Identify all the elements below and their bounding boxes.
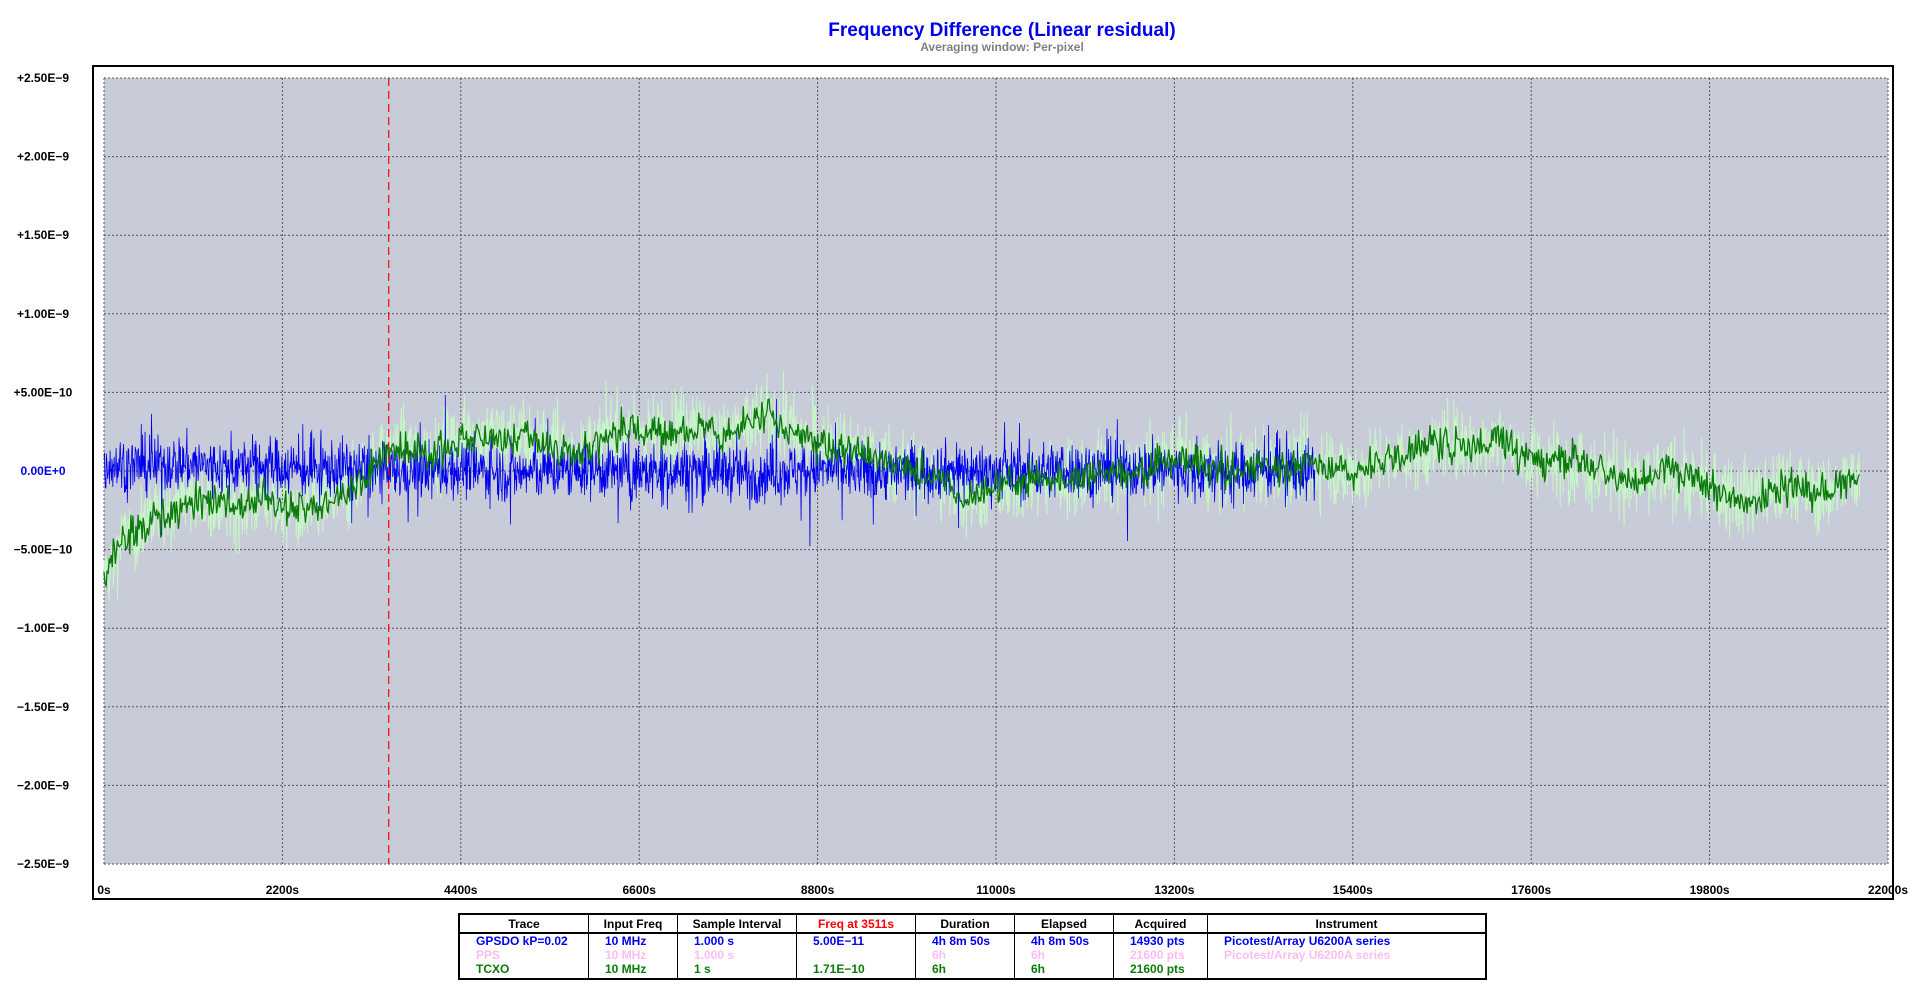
row-gpsdo-instrument: Picotest/Array U6200A series: [1207, 933, 1487, 948]
legend-table: Trace Input Freq Sample Interval Freq at…: [458, 913, 1487, 980]
y-tick-label: +5.00E−10: [14, 385, 73, 399]
chart-title: Frequency Difference (Linear residual): [828, 20, 1175, 41]
row-gpsdo-freq-at-cursor: 5.00E−11: [796, 933, 916, 948]
row-gpsdo-elapsed: 4h 8m 50s: [1014, 933, 1114, 948]
series-gpsdo-line: [103, 395, 1316, 547]
row-tcxo-trace: TCXO: [458, 962, 589, 979]
header-instrument: Instrument: [1207, 913, 1487, 934]
row-pps-elapsed: 6h: [1014, 948, 1114, 962]
x-tick-label: 19800s: [1690, 883, 1730, 897]
row-tcxo-instrument: [1207, 962, 1487, 979]
y-tick-label: +1.00E−9: [17, 307, 69, 321]
legend-row-pps: PPS 10 MHz 1.000 s 6h 6h 21600 pts Picot…: [458, 948, 1487, 962]
row-pps-freq-at-cursor: [796, 948, 916, 962]
plot-frame: [92, 65, 1894, 900]
row-gpsdo-trace: GPSDO kP=0.02: [458, 933, 589, 948]
x-tick-label: 22000s: [1868, 883, 1908, 897]
row-pps-trace: PPS: [458, 948, 589, 962]
row-pps-duration: 6h: [915, 948, 1015, 962]
row-tcxo-elapsed: 6h: [1014, 962, 1114, 979]
row-gpsdo-duration: 4h 8m 50s: [915, 933, 1015, 948]
y-tick-label: 0.00E+0: [20, 464, 65, 478]
row-tcxo-duration: 6h: [915, 962, 1015, 979]
row-gpsdo-acquired: 14930 pts: [1113, 933, 1208, 948]
y-tick-label: −1.00E−9: [17, 621, 69, 635]
legend-row-gpsdo: GPSDO kP=0.02 10 MHz 1.000 s 5.00E−11 4h…: [458, 933, 1487, 948]
row-tcxo-input-freq: 10 MHz: [588, 962, 678, 979]
y-tick-label: −2.00E−9: [17, 778, 69, 792]
series-tcxo-line: [103, 398, 1861, 589]
row-pps-input-freq: 10 MHz: [588, 948, 678, 962]
legend-header-row: Trace Input Freq Sample Interval Freq at…: [458, 913, 1487, 934]
x-tick-label: 2200s: [266, 883, 300, 897]
x-tick-label: 8800s: [801, 883, 835, 897]
x-tick-label: 15400s: [1333, 883, 1373, 897]
y-tick-label: −5.00E−10: [14, 543, 73, 557]
header-input-freq: Input Freq: [588, 913, 678, 934]
legend-row-tcxo: TCXO 10 MHz 1 s 1.71E−10 6h 6h 21600 pts: [458, 962, 1487, 979]
series-layer: [103, 78, 1861, 864]
row-pps-instrument: Picotest/Array U6200A series: [1207, 948, 1487, 962]
row-gpsdo-input-freq: 10 MHz: [588, 933, 678, 948]
x-tick-label: 17600s: [1511, 883, 1551, 897]
header-trace: Trace: [458, 913, 589, 934]
x-tick-label: 11000s: [976, 883, 1016, 897]
chart-subtitle: Averaging window: Per-pixel: [920, 40, 1084, 54]
y-tick-label: +2.00E−9: [17, 150, 69, 164]
x-tick-label: 4400s: [444, 883, 478, 897]
row-pps-acquired: 21600 pts: [1113, 948, 1208, 962]
x-tick-label: 13200s: [1154, 883, 1194, 897]
row-tcxo-sample-interval: 1 s: [677, 962, 797, 979]
row-pps-sample-interval: 1.000 s: [677, 948, 797, 962]
x-tick-label: 6600s: [623, 883, 657, 897]
header-acquired: Acquired: [1113, 913, 1208, 934]
y-tick-label: −1.50E−9: [17, 700, 69, 714]
x-tick-label: 0s: [97, 883, 111, 897]
y-tick-label: +1.50E−9: [17, 228, 69, 242]
row-gpsdo-sample-interval: 1.000 s: [677, 933, 797, 948]
y-tick-label: +2.50E−9: [17, 71, 69, 85]
series-tcxo-envelope: [103, 370, 1861, 601]
header-elapsed: Elapsed: [1014, 913, 1114, 934]
row-tcxo-acquired: 21600 pts: [1113, 962, 1208, 979]
axes: 0s 2200s 4400s 6600s 8800s 11000s 13200s 15400s…: [14, 71, 1909, 897]
header-sample-interval: Sample Interval: [677, 913, 797, 934]
header-duration: Duration: [915, 913, 1015, 934]
header-freq-at-cursor: Freq at 3511s: [796, 913, 916, 934]
row-tcxo-freq-at-cursor: 1.71E−10: [796, 962, 916, 979]
y-tick-label: −2.50E−9: [17, 857, 69, 871]
